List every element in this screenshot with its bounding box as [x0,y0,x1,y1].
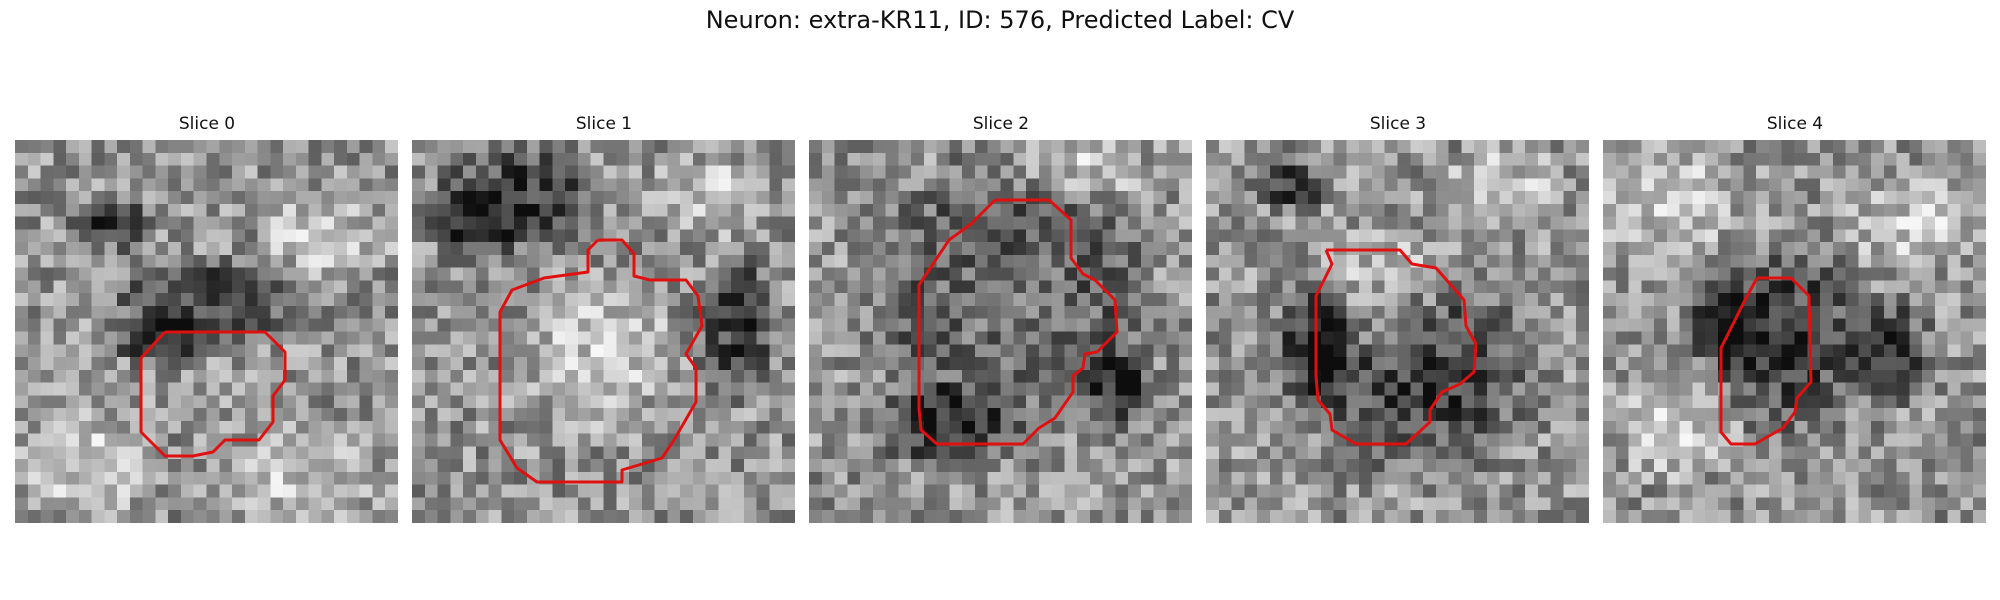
contour-outline-3 [1314,248,1478,446]
figure-title: Neuron: extra-KR11, ID: 576, Predicted L… [705,6,1295,34]
slice-title-0: Slice 0 [178,114,236,134]
contour-outline-2 [917,198,1119,446]
contour-outline-1 [498,238,704,484]
slice-panel-3: Slice 3 [1206,112,1590,523]
slice-panel-0: Slice 0 [15,112,399,523]
slice-title-3: Slice 3 [1369,114,1427,134]
slice-title-1: Slice 1 [575,114,633,134]
contour-outline-0 [139,330,287,458]
contour-outline-4 [1719,276,1813,446]
slice-panel-1: Slice 1 [412,112,796,523]
slice-panel-2: Slice 2 [809,112,1193,523]
slice-panel-4: Slice 4 [1603,112,1987,523]
slice-image-1 [412,140,795,523]
slice-image-4 [1603,140,1986,523]
slice-title-2: Slice 2 [972,114,1030,134]
slice-image-3 [1206,140,1589,523]
slice-title-4: Slice 4 [1766,114,1824,134]
slice-image-2 [809,140,1192,523]
